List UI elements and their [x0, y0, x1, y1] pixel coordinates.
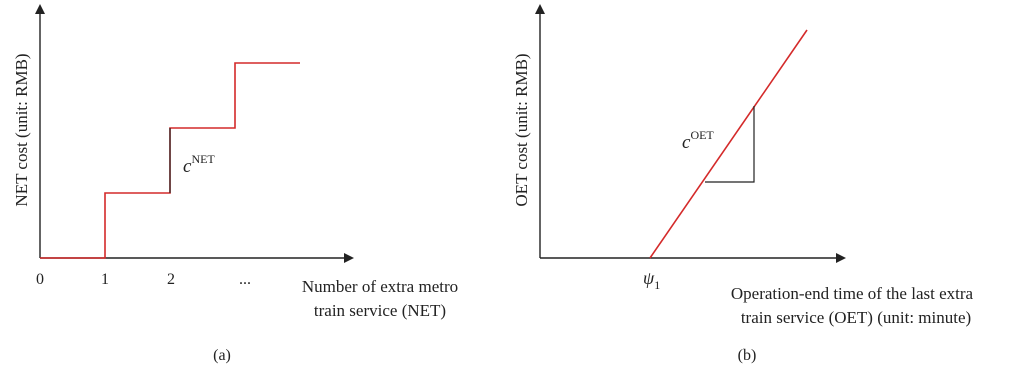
oet-curve-label-sup: OET [690, 128, 714, 142]
net-curve-label-base: c [183, 156, 192, 177]
tick-label-2: 2 [167, 271, 175, 288]
psi-tick-base: ψ [643, 268, 655, 288]
tick-label-ellipsis: ... [239, 271, 251, 288]
panel-a-xlabel-line2: train service (NET) [314, 301, 446, 320]
slope-triangle [705, 106, 755, 183]
oet-curve-label: cOET [682, 128, 714, 153]
oet-cost-line [649, 29, 808, 259]
panel-a-x-arrow [344, 253, 354, 263]
net-curve-label-sup: NET [191, 152, 215, 166]
tick-label-0: 0 [36, 271, 44, 288]
oet-curve-label-base: c [682, 132, 691, 153]
panel-a: NET cost (unit: RMB) 0 1 2 ... cNET Numb… [12, 4, 458, 364]
panel-b-xlabel-line1: Operation-end time of the last extra [731, 284, 974, 303]
panel-b-y-arrow [535, 4, 545, 14]
panel-a-y-arrow [35, 4, 45, 14]
panel-b: OET cost (unit: RMB) ψ1 cOET Operation-e… [512, 4, 974, 364]
panel-b-caption: (b) [738, 347, 757, 364]
panel-a-caption: (a) [213, 347, 231, 364]
panel-a-ylabel: NET cost (unit: RMB) [12, 53, 31, 206]
panel-a-xlabel-line1: Number of extra metro [302, 277, 458, 296]
net-curve-label: cNET [183, 152, 215, 177]
psi-tick-sub: 1 [654, 278, 660, 292]
tick-label-1: 1 [101, 271, 109, 288]
panel-b-ylabel: OET cost (unit: RMB) [512, 53, 531, 206]
panel-b-xlabel-line2: train service (OET) (unit: minute) [741, 308, 971, 327]
psi-tick-label: ψ1 [643, 268, 660, 292]
panel-b-x-arrow [836, 253, 846, 263]
